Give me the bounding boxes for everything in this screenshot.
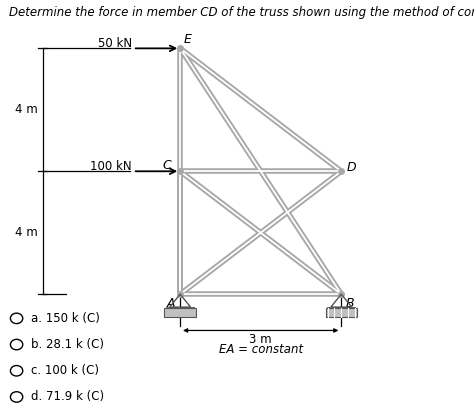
Text: 4 m: 4 m [15, 226, 37, 239]
Text: Determine the force in member CD of the truss shown using the method of consiste: Determine the force in member CD of the … [9, 6, 474, 19]
Polygon shape [164, 308, 196, 317]
Text: c. 100 k (C): c. 100 k (C) [31, 364, 99, 377]
Text: A: A [166, 297, 175, 310]
Text: D: D [347, 161, 356, 174]
Text: E: E [183, 33, 191, 46]
Text: B: B [346, 297, 354, 310]
Text: EA = constant: EA = constant [219, 343, 303, 356]
Text: 4 m: 4 m [15, 103, 37, 116]
Polygon shape [326, 308, 357, 317]
Text: 100 kN: 100 kN [90, 160, 132, 173]
Text: 50 kN: 50 kN [98, 37, 132, 50]
Text: d. 71.9 k (C): d. 71.9 k (C) [31, 391, 104, 403]
Text: 3 m: 3 m [249, 333, 272, 346]
Text: a. 150 k (C): a. 150 k (C) [31, 312, 100, 325]
Text: b. 28.1 k (C): b. 28.1 k (C) [31, 338, 104, 351]
Text: C: C [163, 159, 171, 172]
